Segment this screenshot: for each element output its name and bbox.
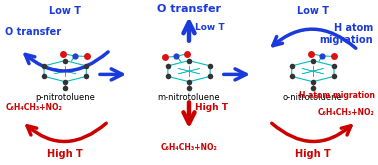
- Text: m-nitrotoluene: m-nitrotoluene: [158, 93, 220, 102]
- Text: H atom migration: H atom migration: [299, 91, 375, 99]
- Text: o-nitrotoluene: o-nitrotoluene: [283, 93, 343, 102]
- Text: Low T: Low T: [49, 6, 81, 16]
- Text: High T: High T: [295, 149, 331, 159]
- Text: C₆H₄CH₃+NO₂: C₆H₄CH₃+NO₂: [318, 108, 375, 117]
- Text: Low T: Low T: [297, 6, 329, 16]
- Text: Low T: Low T: [195, 23, 224, 32]
- Text: C₆H₄CH₃+NO₂: C₆H₄CH₃+NO₂: [5, 103, 62, 112]
- Text: p-nitrotoluene: p-nitrotoluene: [35, 93, 95, 102]
- Text: H atom
migration: H atom migration: [319, 23, 373, 45]
- Text: High T: High T: [195, 103, 228, 112]
- Text: O transfer: O transfer: [5, 27, 61, 37]
- Text: O transfer: O transfer: [157, 4, 221, 14]
- Text: C₆H₄CH₃+NO₂: C₆H₄CH₃+NO₂: [161, 143, 217, 151]
- Text: High T: High T: [47, 149, 83, 159]
